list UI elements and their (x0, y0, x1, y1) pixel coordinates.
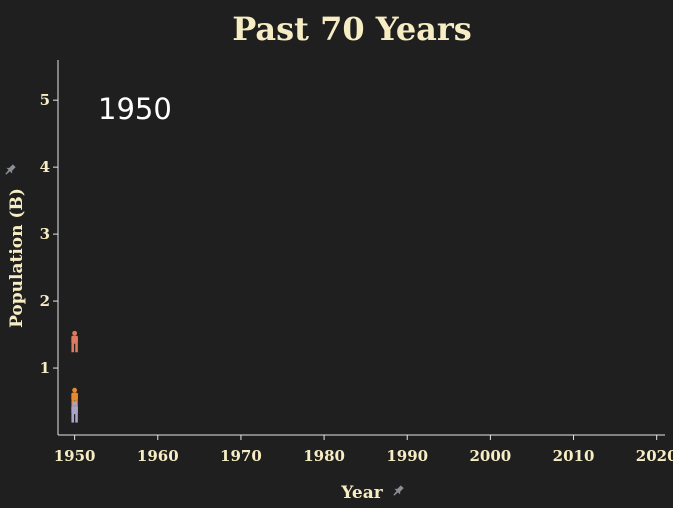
x-tick-label: 1960 (137, 447, 179, 465)
axes (57, 60, 665, 436)
x-tick-label: 1980 (303, 447, 345, 465)
y-axis-pin-icon[interactable] (3, 163, 17, 177)
x-tick-label: 1950 (54, 447, 96, 465)
y-tick-group: 1 2 3 4 5 (40, 91, 58, 377)
current-year-label: 1950 (98, 92, 172, 126)
x-axis-label-group: Year (340, 483, 405, 503)
y-axis-label: Population (B) (7, 188, 27, 328)
person-icon[interactable] (71, 401, 78, 423)
x-tick-label: 2010 (553, 447, 595, 465)
y-tick-label: 4 (40, 158, 50, 176)
x-tick-label: 1970 (220, 447, 262, 465)
x-tick-label: 1990 (386, 447, 428, 465)
y-tick-label: 3 (40, 225, 50, 243)
x-tick-label: 2020 (636, 447, 673, 465)
data-points (71, 330, 78, 423)
x-tick-group: 1950 1960 1970 1980 1990 2000 2010 2020 (54, 435, 673, 465)
y-tick-label: 2 (40, 292, 50, 310)
x-axis-pin-icon[interactable] (391, 484, 405, 498)
person-icon[interactable] (71, 330, 78, 353)
chart-title: Past 70 Years (232, 10, 472, 48)
x-tick-label: 2000 (470, 447, 512, 465)
y-tick-label: 1 (40, 359, 50, 377)
x-axis-label: Year (340, 483, 383, 503)
y-tick-label: 5 (40, 91, 50, 109)
y-axis-label-group: Population (B) (3, 163, 27, 328)
